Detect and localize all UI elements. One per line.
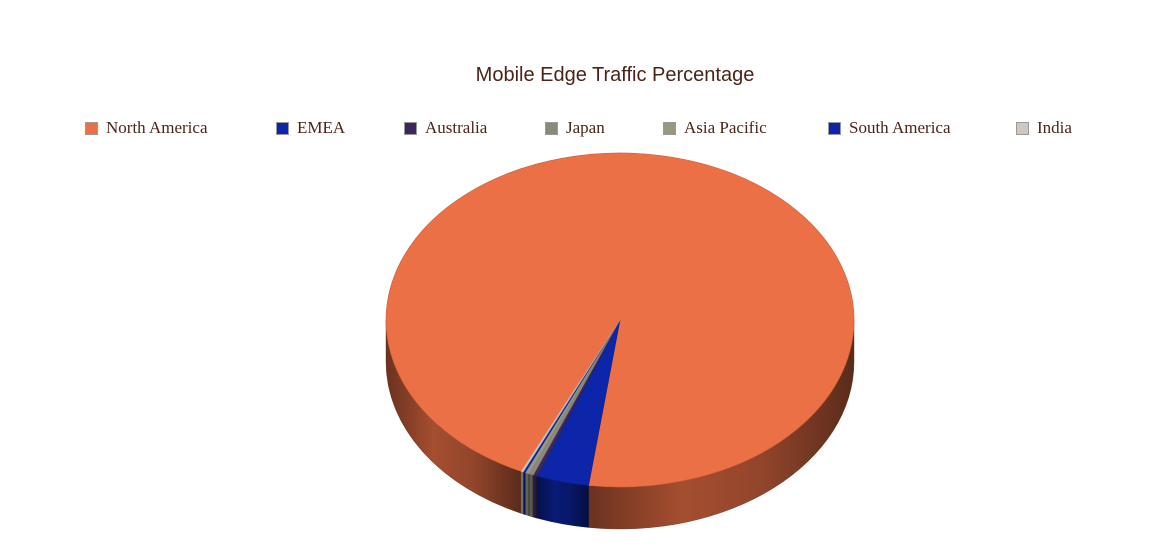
pie-side-asia-pacific [524, 472, 530, 517]
legend-item-north-america[interactable]: North America [85, 116, 208, 140]
legend-label: Asia Pacific [684, 118, 767, 137]
pie-slice-india[interactable] [520, 319, 621, 473]
legend-label: South America [849, 118, 951, 137]
chart-title: Mobile Edge Traffic Percentage [475, 64, 755, 86]
pie-side-australia [533, 474, 538, 519]
legend-item-asia-pacific[interactable]: Asia Pacific [663, 116, 767, 140]
legend-item-south-america[interactable]: South America [828, 116, 951, 140]
legend-swatch [85, 121, 98, 135]
legend-swatch [1016, 121, 1029, 135]
legend-item-india[interactable]: India [1016, 116, 1072, 140]
pie-side-india [520, 471, 524, 515]
legend-swatch [663, 121, 676, 135]
legend-swatch [404, 121, 417, 135]
legend-label: Japan [566, 118, 605, 137]
legend-swatch [828, 121, 841, 135]
legend-label: EMEA [297, 118, 346, 137]
legend-item-japan[interactable]: Japan [545, 116, 605, 140]
legend-label: India [1037, 118, 1072, 137]
legend-swatch [545, 121, 558, 135]
legend-item-australia[interactable]: Australia [404, 116, 487, 140]
legend-item-emea[interactable]: EMEA [276, 116, 345, 140]
legend-label: North America [106, 118, 208, 137]
legend-swatch [276, 121, 289, 135]
pie-side-japan [528, 473, 534, 518]
legend-label: Australia [425, 118, 488, 137]
pie-side-south-america [522, 471, 526, 515]
pie-slices [385, 152, 855, 488]
chart-legend: North America EMEA Australia Japan Asia Paci… [0, 116, 1170, 140]
